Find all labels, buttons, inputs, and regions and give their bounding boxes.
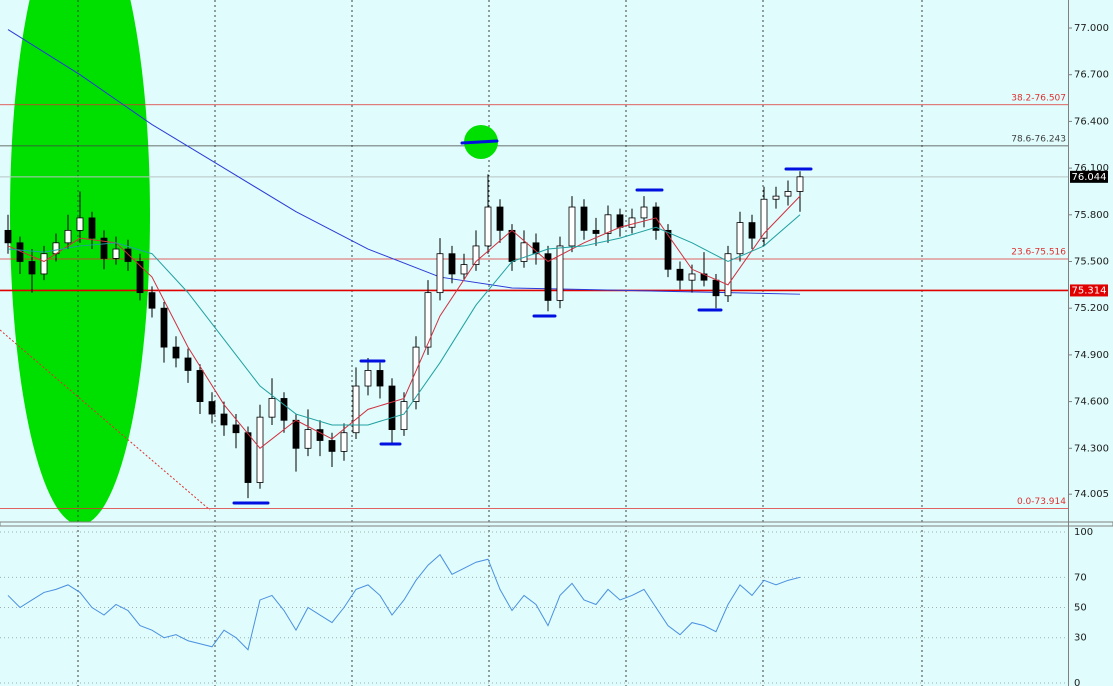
candle-body	[448, 253, 456, 275]
candle-body	[196, 370, 204, 402]
candle-body	[88, 217, 96, 239]
y-tick-label: 75.500	[1074, 257, 1109, 268]
candle-body	[436, 253, 444, 294]
y-tick-label: 30	[1074, 633, 1087, 644]
y-tick-label: 75.200	[1074, 303, 1109, 314]
y-tick-label: 100	[1074, 527, 1093, 538]
y-tick-label: 75.800	[1074, 210, 1109, 221]
y-tick-label: 74.005	[1074, 489, 1109, 500]
y-tick-label: 76.700	[1074, 70, 1109, 81]
candle-body	[676, 268, 684, 281]
marker-line	[460, 139, 499, 145]
candle-body	[76, 217, 84, 231]
candle-body	[256, 416, 264, 483]
candle-body	[796, 176, 804, 192]
candle-body	[616, 214, 624, 228]
y-tick-label: 50	[1074, 603, 1087, 614]
candle-body	[628, 217, 636, 228]
candle-body	[520, 242, 528, 262]
y-tick-label: 74.900	[1074, 350, 1109, 361]
rsi-line	[7, 553, 801, 651]
candle-body	[220, 413, 228, 426]
candle-body	[688, 273, 696, 281]
candle-body	[148, 292, 156, 309]
time-grid	[77, 0, 923, 686]
candle-body	[736, 222, 744, 255]
candle-body	[388, 385, 396, 431]
candle-body	[556, 245, 564, 301]
y-tick-label: 74.600	[1074, 397, 1109, 408]
candle-body	[664, 229, 672, 270]
candle-body	[772, 195, 780, 200]
green-ellipse	[10, 0, 150, 523]
highlight	[10, 0, 150, 523]
candle-body	[100, 237, 108, 259]
candle-body	[316, 429, 324, 441]
candle-body	[496, 206, 504, 231]
candle-body	[328, 440, 336, 452]
candle-body	[748, 222, 756, 239]
candle-body	[244, 432, 252, 483]
fib-label: 0.0-73.914	[1017, 497, 1066, 507]
candle-body	[172, 346, 180, 359]
candle-body	[760, 198, 768, 239]
moving-average	[7, 195, 801, 449]
moving-average	[7, 29, 801, 295]
candle-body	[412, 346, 420, 402]
y-tick-label: 76.400	[1074, 116, 1109, 127]
y-tick-label: 0	[1074, 678, 1080, 686]
candle-body	[364, 370, 372, 387]
candle-body	[580, 206, 588, 231]
candle-body	[112, 248, 120, 259]
candle-body	[472, 245, 480, 266]
panel-separator	[0, 521, 1113, 527]
candle-body	[184, 357, 192, 371]
candle-body	[424, 292, 432, 348]
candle-body	[376, 370, 384, 387]
candle-body	[280, 398, 288, 421]
price-box	[1070, 284, 1108, 297]
candle-body	[4, 229, 12, 244]
candle-body	[232, 424, 240, 434]
candle-body	[64, 229, 72, 244]
fib-label: 38.2-76.507	[1011, 93, 1066, 103]
candle-body	[136, 261, 144, 294]
candle-body	[352, 385, 360, 434]
annotations	[232, 125, 813, 505]
candle-body	[484, 206, 492, 247]
candle-body	[208, 401, 216, 415]
y-tick-label: 70	[1074, 572, 1087, 583]
candle-body	[400, 401, 408, 431]
candle-body	[460, 264, 468, 275]
candle-body	[28, 261, 36, 275]
candle-body	[592, 229, 600, 234]
moving-average	[7, 214, 801, 426]
fib-label: 78.6-76.243	[1011, 134, 1066, 144]
candle-body	[724, 253, 732, 297]
candle-body	[40, 253, 48, 275]
y-tick-label: 76.100	[1074, 163, 1109, 174]
candle-body	[640, 206, 648, 219]
candle-body	[340, 432, 348, 452]
candle-body	[604, 214, 612, 234]
plot: 77.000 76.700 76.400 76.100 75.800 75.500 75.2…	[0, 23, 1109, 686]
candle-body	[160, 307, 168, 348]
candle-body	[304, 429, 312, 449]
candle-body	[268, 398, 276, 418]
candle-body	[124, 248, 132, 262]
candle-body	[784, 191, 792, 197]
candle-body	[544, 253, 552, 301]
candle-body	[508, 229, 516, 262]
price-box	[1070, 170, 1108, 183]
candle-body	[712, 279, 720, 297]
candle-body	[568, 206, 576, 247]
candle-body	[292, 419, 300, 449]
y-tick-label: 74.300	[1074, 443, 1109, 454]
fib-label: 23.6-75.516	[1011, 248, 1066, 258]
y-tick-label: 77.000	[1074, 23, 1109, 34]
price-label: 76.044	[1072, 172, 1107, 183]
price-label: 75.314	[1072, 285, 1107, 296]
